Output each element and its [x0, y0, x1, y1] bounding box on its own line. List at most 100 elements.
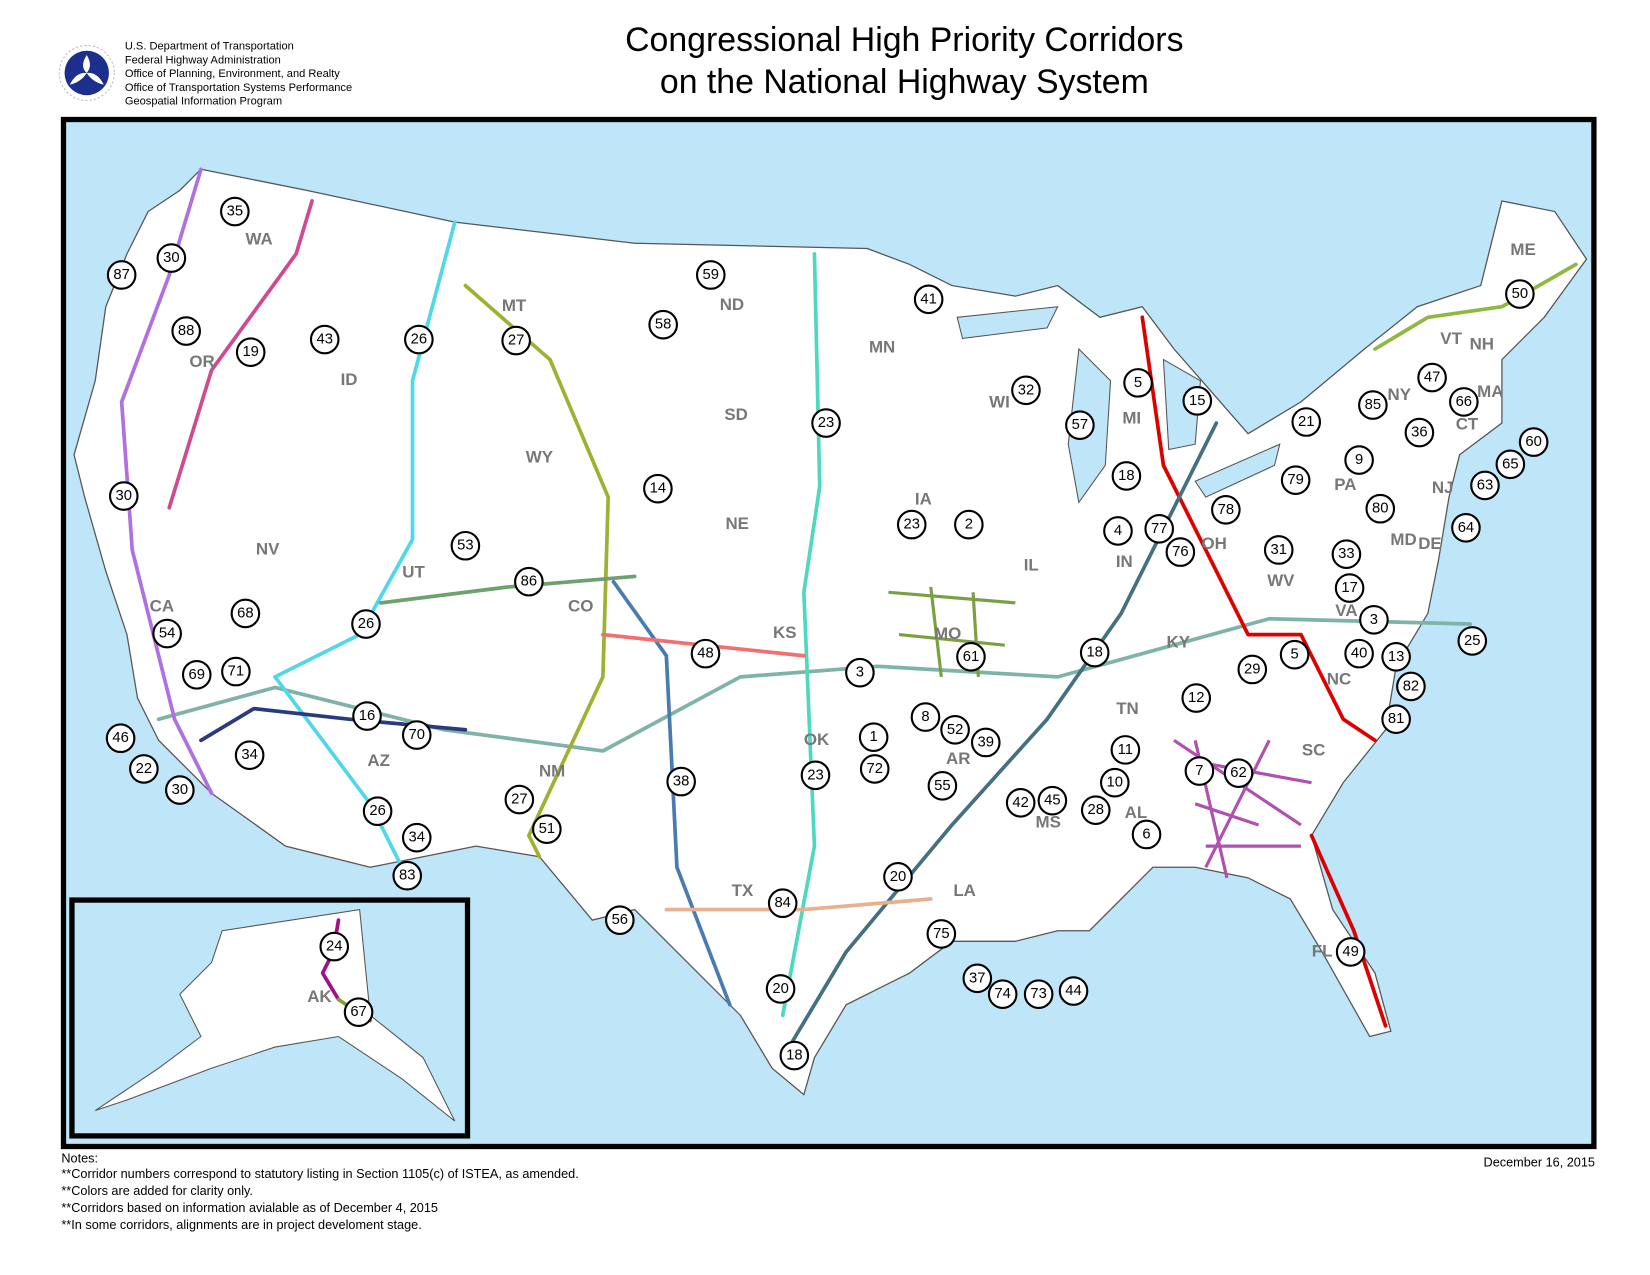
corridor-marker [1359, 604, 1389, 635]
state-label: OR [189, 352, 214, 371]
corridor-number: 3 [1370, 612, 1378, 628]
corridor-marker [970, 727, 1001, 758]
corridor-marker [152, 618, 182, 649]
corridor-marker [1058, 976, 1089, 1006]
corridor-marker [1404, 417, 1435, 448]
corridor-marker [392, 860, 423, 891]
state-label: IL [1024, 555, 1039, 574]
corridor-number: 50 [1512, 286, 1528, 302]
corridor-number: 2 [965, 517, 973, 533]
date: December 16, 2015 [1484, 1156, 1595, 1170]
corridor-number: 23 [818, 415, 834, 431]
state-label: AR [946, 749, 970, 768]
corridor-marker [1099, 767, 1130, 798]
corridor-number: 84 [774, 895, 790, 911]
state-label: WA [246, 230, 273, 249]
corridor-marker [1165, 537, 1196, 567]
corridor-marker [858, 722, 889, 752]
corridor-number: 77 [1151, 521, 1167, 537]
corridor-marker [504, 784, 535, 815]
corridor-number: 87 [113, 267, 129, 283]
corridor-number: 54 [159, 626, 175, 642]
corridor-number: 18 [1118, 468, 1134, 484]
corridor-marker [108, 481, 139, 511]
state-label: MA [1477, 382, 1503, 401]
corridor-number: 7 [1195, 763, 1203, 779]
corridor-marker [1123, 368, 1153, 398]
corridor-marker [648, 309, 678, 340]
state-label: MN [869, 337, 895, 356]
corridor-marker [1144, 514, 1175, 544]
corridor-marker [1518, 427, 1549, 457]
alaska-outline [94, 908, 456, 1122]
corridor-number: 30 [163, 250, 179, 266]
corridor-marker [883, 861, 913, 892]
corridor-number: 65 [1502, 456, 1518, 472]
corridor-marker [1181, 683, 1212, 713]
corridor-marker [1037, 785, 1068, 816]
corridor-marker [1103, 516, 1133, 546]
corridor-number: 69 [189, 667, 205, 683]
corridor-number: 8 [921, 709, 929, 725]
corridor-number: 56 [612, 912, 628, 928]
corridor-number: 40 [1351, 646, 1367, 662]
corridor-number: 62 [1230, 765, 1246, 781]
corridor-number: 85 [1365, 397, 1381, 413]
corridor-marker [910, 702, 941, 732]
state-label: IA [915, 490, 932, 509]
corridor-marker [987, 979, 1018, 1010]
state-label: VT [1440, 329, 1462, 348]
state-label: WY [526, 447, 553, 466]
state-label: FL [1312, 941, 1333, 960]
corridor-marker [171, 316, 201, 346]
corridor-marker [1331, 539, 1362, 570]
corridor-number: 60 [1525, 434, 1541, 450]
corridor-number: 57 [1072, 417, 1088, 433]
state-label: AL [1125, 803, 1148, 822]
corridor-number: 26 [411, 332, 427, 348]
corridor-marker [401, 822, 432, 853]
corridor-number: 73 [1030, 986, 1046, 1002]
state-label: NE [725, 514, 749, 533]
corridor-number: 78 [1218, 502, 1234, 518]
state-label: IN [1116, 552, 1133, 571]
corridor-marker [765, 974, 796, 1004]
corridor-number: 17 [1341, 580, 1357, 596]
corridor-number: 34 [409, 830, 425, 846]
corridor-marker [220, 196, 250, 227]
corridor-number: 16 [359, 708, 375, 724]
state-label: KY [1167, 633, 1190, 652]
corridor-marker [1291, 407, 1322, 437]
note: **In some corridors, alignments are in p… [61, 1218, 421, 1232]
corridor-number: 44 [1065, 983, 1081, 999]
corridor-number: 30 [116, 488, 132, 504]
corridor-marker [1334, 573, 1365, 603]
corridor-marker [845, 657, 875, 688]
corridor-number: 20 [772, 981, 788, 997]
agency-line: U.S. Department of Transportation [125, 41, 294, 53]
corridor-number: 21 [1298, 414, 1314, 430]
corridor-number: 59 [703, 267, 719, 283]
state-label: LA [953, 881, 976, 900]
corridor-marker [1417, 362, 1447, 393]
corridor-number: 14 [650, 481, 666, 497]
corridor-marker [401, 720, 432, 750]
corridor-marker [404, 324, 434, 355]
state-label: TN [1116, 699, 1139, 718]
state-label: ME [1510, 240, 1535, 259]
corridor-marker [234, 740, 265, 770]
corridor-number: 67 [350, 1004, 366, 1020]
state-label: AZ [367, 751, 390, 770]
logo [58, 44, 115, 102]
corridor-number: 27 [508, 333, 524, 349]
corridor-number: 5 [1134, 375, 1142, 391]
corridor-marker [106, 260, 137, 290]
corridor-marker [1184, 756, 1215, 786]
corridor-number: 79 [1287, 472, 1303, 488]
corridor-marker [859, 754, 890, 784]
corridor-marker [1005, 787, 1036, 818]
corridor-number: 43 [316, 332, 332, 348]
corridor-marker [181, 659, 212, 690]
state-label: OH [1202, 534, 1227, 553]
